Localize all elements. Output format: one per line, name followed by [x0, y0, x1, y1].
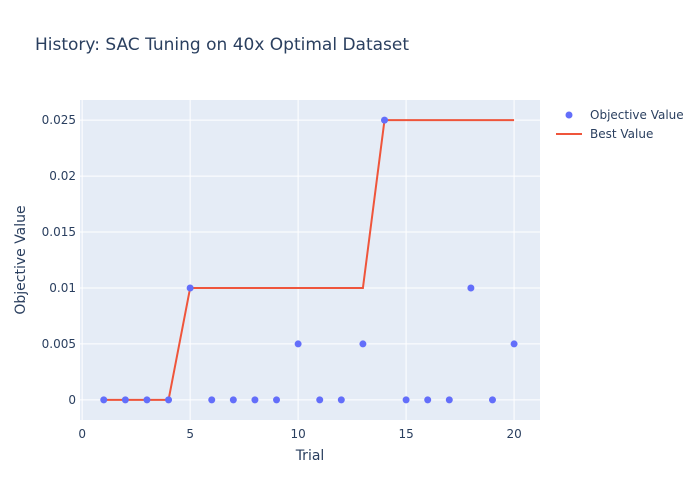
y-tick-label: 0.005: [42, 337, 76, 351]
y-tick-label: 0.025: [42, 113, 76, 127]
objective-value-point: [294, 340, 302, 348]
axis-ticks: 0 5 10 15 20 0 0.005 0.01 0.015 0.02 0.025: [42, 113, 522, 441]
objective-value-point: [337, 396, 345, 404]
objective-value-point: [100, 396, 108, 404]
objective-value-point: [186, 284, 194, 292]
objective-value-point: [273, 396, 281, 404]
y-tick-label: 0.02: [49, 169, 76, 183]
y-axis-title: Objective Value: [13, 205, 29, 314]
objective-value-point: [467, 284, 475, 292]
objective-value-point: [316, 396, 324, 404]
objective-value-points-group: [100, 116, 518, 404]
objective-value-point: [251, 396, 259, 404]
objective-value-point: [445, 396, 453, 404]
objective-value-point: [229, 396, 237, 404]
legend-label-best-value[interactable]: Best Value: [590, 127, 653, 141]
x-tick-label: 5: [186, 427, 194, 441]
y-tick-label: 0.01: [49, 281, 76, 295]
objective-value-point: [488, 396, 496, 404]
legend-marker-objective-value: [565, 111, 573, 119]
objective-value-point: [402, 396, 410, 404]
plot-area: [80, 100, 540, 420]
legend[interactable]: Objective Value Best Value: [556, 108, 684, 141]
x-axis-title: Trial: [295, 448, 325, 464]
objective-value-point: [208, 396, 216, 404]
x-tick-label: 15: [398, 427, 413, 441]
objective-value-point: [121, 396, 129, 404]
x-tick-label: 20: [506, 427, 521, 441]
objective-value-point: [510, 340, 518, 348]
objective-value-point: [143, 396, 151, 404]
objective-value-point: [381, 116, 389, 124]
objective-value-point: [165, 396, 173, 404]
objective-value-point: [359, 340, 367, 348]
x-tick-label: 10: [290, 427, 305, 441]
chart-title: History: SAC Tuning on 40x Optimal Datas…: [35, 35, 409, 55]
y-tick-label: 0.015: [42, 225, 76, 239]
x-tick-label: 0: [78, 427, 86, 441]
y-tick-label: 0: [68, 393, 76, 407]
objective-value-point: [424, 396, 432, 404]
best-value-line-group: [103, 119, 515, 401]
best-value-line: [103, 119, 515, 401]
legend-label-objective-value[interactable]: Objective Value: [590, 108, 684, 122]
